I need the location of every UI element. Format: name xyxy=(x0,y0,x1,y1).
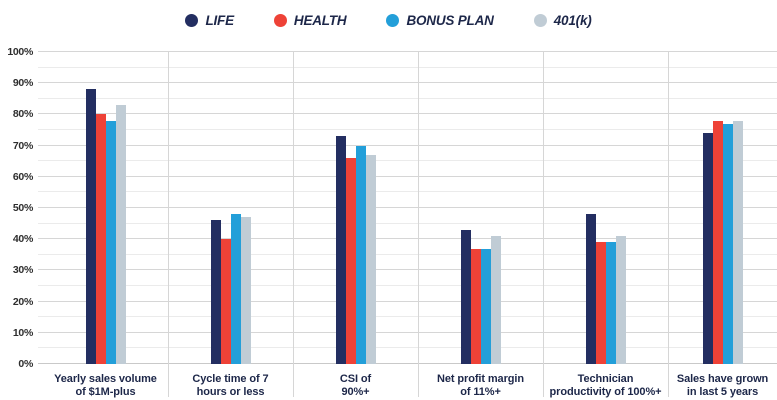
gridline xyxy=(38,316,777,318)
gridline xyxy=(38,97,777,99)
bar xyxy=(595,242,606,364)
category-label: CSI of 90%+ xyxy=(339,373,372,398)
gridline xyxy=(38,347,777,349)
y-axis-tick-label: 10% xyxy=(12,326,33,339)
bar xyxy=(712,120,723,364)
bar xyxy=(85,89,96,364)
gridline xyxy=(38,82,777,84)
bar-group xyxy=(43,52,168,364)
bar xyxy=(605,242,616,364)
gridline xyxy=(38,160,777,162)
gridline xyxy=(38,238,777,240)
bar xyxy=(230,214,241,364)
bar-group xyxy=(543,52,668,364)
category-label: Technician productivity of 100%+ xyxy=(549,373,662,398)
y-axis-tick-label: 0% xyxy=(18,358,33,370)
legend-item: HEALTH xyxy=(273,12,347,28)
bar xyxy=(210,220,221,364)
category-separator xyxy=(168,52,169,397)
gridline xyxy=(38,113,777,115)
bar xyxy=(365,154,376,364)
bar xyxy=(480,248,491,364)
bar-group xyxy=(668,52,777,364)
bar xyxy=(355,145,366,364)
y-axis-tick-label: 70% xyxy=(12,139,33,152)
bar xyxy=(115,105,126,364)
category-separator xyxy=(293,52,294,397)
legend-dot-icon xyxy=(386,13,400,27)
legend-item: BONUS PLAN xyxy=(386,12,494,28)
category-separator xyxy=(668,52,669,397)
gridline xyxy=(38,144,777,146)
gridline xyxy=(38,269,777,271)
legend-label: HEALTH xyxy=(293,12,347,28)
y-axis-tick-label: 90% xyxy=(12,77,33,90)
plot-area: Yearly sales volume of $1M-plus Cycle tim… xyxy=(38,51,777,398)
y-axis-tick-label: 40% xyxy=(12,233,33,246)
gridline xyxy=(38,129,777,130)
legend-item: 401(k) xyxy=(533,12,592,28)
y-axis-tick-label: 50% xyxy=(12,202,33,214)
gridline xyxy=(38,191,777,193)
gridline xyxy=(38,300,777,302)
gridline xyxy=(38,51,777,52)
y-axis-tick-label: 60% xyxy=(12,170,33,183)
bar xyxy=(220,239,231,364)
y-axis-tick-label: 100% xyxy=(7,46,33,58)
category-separator xyxy=(418,52,419,397)
category-label: Yearly sales volume of $1M-plus xyxy=(54,373,157,398)
bar xyxy=(335,136,346,364)
y-axis-tick-label: 30% xyxy=(12,264,33,277)
category-separator xyxy=(543,52,544,397)
bar xyxy=(702,133,713,364)
bar xyxy=(722,123,733,364)
legend-dot-icon xyxy=(273,13,287,27)
category-label: Net profit margin of 11%+ xyxy=(437,373,524,398)
bar xyxy=(240,217,251,364)
gridline xyxy=(38,222,777,224)
category-label: Cycle time of 7 hours or less xyxy=(192,373,269,398)
gridline xyxy=(38,331,777,333)
bar xyxy=(345,158,356,364)
bar xyxy=(460,229,471,364)
y-axis-tick-label: 20% xyxy=(12,295,33,308)
y-axis-tick-label: 80% xyxy=(12,108,33,121)
bar xyxy=(470,248,481,364)
bar xyxy=(105,120,116,364)
bar-group xyxy=(418,52,543,364)
gridline xyxy=(38,363,777,364)
legend-dot-icon xyxy=(185,13,199,27)
category-label: Sales have grown in last 5 years xyxy=(676,373,769,398)
gridline xyxy=(38,66,777,68)
gridline xyxy=(38,207,777,208)
gridline xyxy=(38,253,777,255)
bar xyxy=(95,114,106,364)
bar-group xyxy=(293,52,418,364)
bar xyxy=(490,236,501,364)
legend-label: BONUS PLAN xyxy=(406,12,494,28)
legend-dot-icon xyxy=(533,13,547,27)
bar xyxy=(585,214,596,364)
chart-legend: LIFE HEALTH BONUS PLAN 401(k) xyxy=(0,8,777,32)
bar xyxy=(732,120,743,364)
legend-label: LIFE xyxy=(205,12,234,28)
gridline xyxy=(38,175,777,177)
gridline xyxy=(38,285,777,286)
legend-item: LIFE xyxy=(185,12,234,28)
bar xyxy=(615,236,626,364)
legend-label: 401(k) xyxy=(553,12,592,28)
bar-group xyxy=(168,52,293,364)
